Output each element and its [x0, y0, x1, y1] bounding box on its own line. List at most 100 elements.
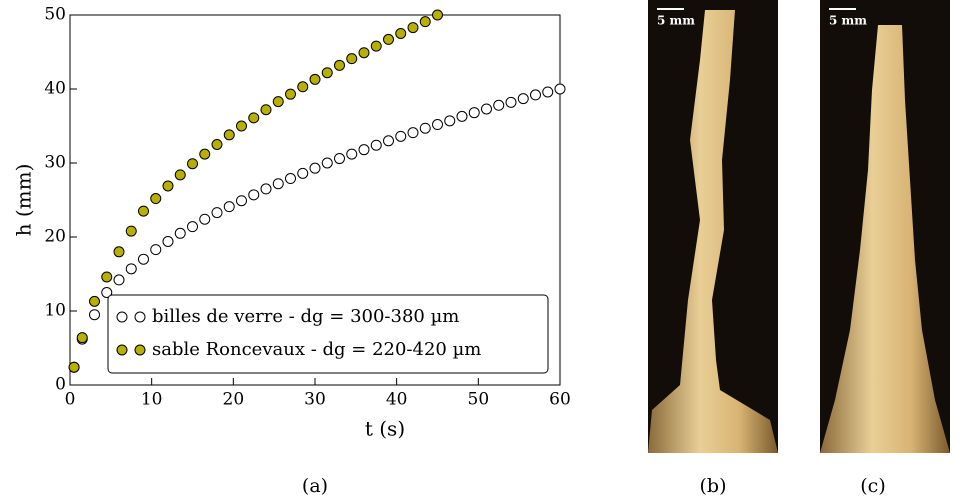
- point: [358, 144, 370, 156]
- point: [370, 40, 382, 52]
- point: [199, 213, 211, 225]
- point: [334, 59, 345, 71]
- point: [346, 53, 358, 65]
- point: [174, 169, 186, 181]
- sand-column: [820, 25, 950, 453]
- point: [517, 93, 529, 105]
- y-axis-label: h (mm): [12, 164, 36, 237]
- y-tick-label: 10: [44, 301, 66, 321]
- point: [481, 103, 492, 115]
- scale-label: 5 mm: [657, 14, 695, 28]
- x-tick-label: 10: [141, 390, 163, 410]
- point: [125, 263, 137, 275]
- point: [432, 9, 443, 21]
- sand-column: [648, 10, 778, 453]
- x-tick-label: 20: [223, 390, 245, 410]
- point: [76, 332, 88, 344]
- y-tick-label: 50: [44, 5, 66, 25]
- point: [248, 112, 260, 124]
- x-tick-label: 40: [386, 390, 408, 410]
- point: [162, 180, 174, 192]
- point: [187, 221, 198, 233]
- scale-label: 5 mm: [829, 14, 867, 28]
- point: [150, 244, 162, 256]
- point: [89, 309, 100, 321]
- legend-marker: [116, 344, 128, 356]
- point: [285, 88, 296, 100]
- x-tick-label: 0: [65, 390, 76, 410]
- point: [113, 274, 125, 286]
- point: [407, 127, 419, 139]
- point: [101, 271, 113, 283]
- point: [174, 227, 186, 239]
- point: [321, 157, 333, 169]
- y-tick-label: 20: [44, 227, 66, 247]
- point: [260, 104, 272, 116]
- point: [444, 115, 456, 127]
- point: [223, 129, 235, 141]
- point: [383, 135, 394, 147]
- point: [272, 178, 284, 190]
- x-axis-label: t (s): [365, 417, 405, 441]
- legend-marker: [116, 311, 128, 323]
- point: [395, 28, 407, 39]
- y-tick-label: 30: [44, 153, 66, 173]
- point: [542, 86, 554, 98]
- point: [223, 201, 235, 213]
- point: [138, 205, 149, 217]
- point: [346, 148, 358, 160]
- point: [419, 122, 431, 134]
- point: [493, 99, 505, 111]
- legend: billes de verre - dg = 300-380 µm sable R…: [107, 294, 549, 374]
- caption: (a): [302, 475, 328, 497]
- point: [68, 361, 80, 373]
- point: [248, 189, 260, 201]
- point: [211, 207, 223, 219]
- point: [358, 47, 370, 59]
- point: [419, 16, 431, 28]
- point: [297, 81, 309, 93]
- caption: (b): [700, 475, 727, 497]
- point: [236, 120, 247, 132]
- point: [530, 89, 541, 101]
- point: [505, 96, 517, 108]
- point: [101, 287, 113, 298]
- point: [321, 67, 333, 79]
- point: [272, 96, 284, 108]
- point: [162, 235, 174, 247]
- point: [113, 246, 125, 258]
- point: [468, 107, 480, 119]
- legend-label: sable Roncevaux - dg = 220-420 µm: [152, 339, 481, 360]
- y-tick-label: 40: [44, 79, 66, 99]
- photo: 5 mm (c): [820, 0, 950, 497]
- point: [334, 153, 345, 165]
- point: [297, 167, 309, 179]
- point: [432, 119, 443, 131]
- point: [211, 139, 223, 150]
- point: [187, 158, 198, 170]
- point: [554, 83, 566, 95]
- x-tick-label: 60: [549, 390, 571, 410]
- point: [383, 33, 394, 45]
- point: [199, 148, 211, 160]
- point: [309, 73, 321, 85]
- x-tick-label: 30: [304, 390, 326, 410]
- point: [125, 225, 137, 237]
- photo: 5 mm (b): [648, 0, 778, 497]
- point: [285, 173, 296, 185]
- legend-marker: [134, 311, 146, 323]
- legend-box: [107, 294, 549, 374]
- legend-label: billes de verre - dg = 300-380 µm: [152, 306, 459, 327]
- point: [89, 295, 100, 307]
- point: [456, 110, 468, 122]
- point: [407, 22, 419, 34]
- point: [260, 183, 272, 195]
- point: [236, 195, 247, 207]
- point: [138, 253, 149, 265]
- point: [150, 193, 162, 205]
- point: [309, 162, 321, 174]
- point: [395, 130, 407, 142]
- y-tick-label: 0: [55, 375, 66, 395]
- legend-marker: [134, 344, 146, 356]
